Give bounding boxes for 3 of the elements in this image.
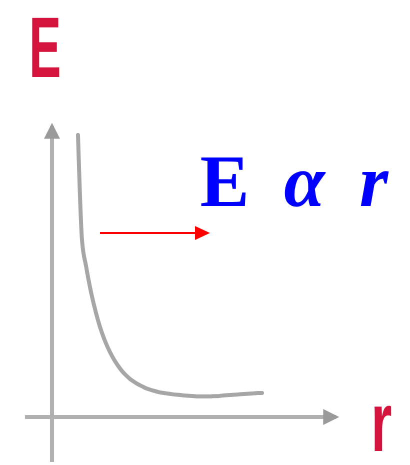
annotation: E α r	[200, 141, 390, 223]
y-axis-title: E	[29, 0, 62, 96]
x-axis-title: r	[371, 374, 392, 465]
